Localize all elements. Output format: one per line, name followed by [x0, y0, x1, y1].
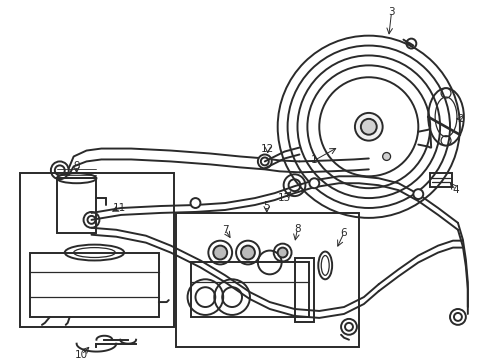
Circle shape	[354, 113, 382, 141]
Bar	[429, 173, 451, 187]
Circle shape	[241, 246, 254, 260]
Circle shape	[257, 154, 271, 168]
Bar	[190, 262, 309, 317]
Bar	[175, 213, 358, 347]
Circle shape	[277, 248, 287, 257]
Circle shape	[190, 198, 200, 208]
Text: 8: 8	[294, 224, 300, 234]
Text: 2: 2	[457, 114, 463, 124]
Text: 11: 11	[112, 203, 125, 213]
Text: 6: 6	[340, 228, 346, 238]
Text: 12: 12	[261, 144, 274, 154]
Text: 5: 5	[263, 201, 269, 211]
Text: 3: 3	[387, 7, 394, 17]
Bar	[20, 173, 173, 327]
Text: 9: 9	[73, 161, 80, 171]
Text: 10: 10	[75, 350, 88, 360]
Text: 7: 7	[222, 225, 228, 235]
Circle shape	[213, 246, 227, 260]
Circle shape	[412, 189, 423, 199]
Text: 1: 1	[310, 156, 317, 166]
Circle shape	[382, 153, 390, 161]
Circle shape	[309, 178, 319, 188]
Bar	[30, 253, 159, 317]
Text: 13: 13	[277, 193, 291, 203]
Circle shape	[360, 119, 376, 135]
Bar	[57, 178, 96, 233]
Text: 4: 4	[452, 185, 458, 195]
Bar	[294, 257, 314, 322]
